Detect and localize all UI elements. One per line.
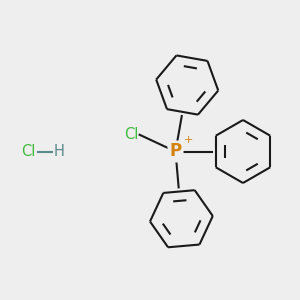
- Text: Cl: Cl: [22, 144, 36, 159]
- Text: P: P: [169, 142, 181, 160]
- Text: H: H: [53, 144, 64, 159]
- Text: Cl: Cl: [124, 127, 138, 142]
- Text: +: +: [183, 135, 193, 145]
